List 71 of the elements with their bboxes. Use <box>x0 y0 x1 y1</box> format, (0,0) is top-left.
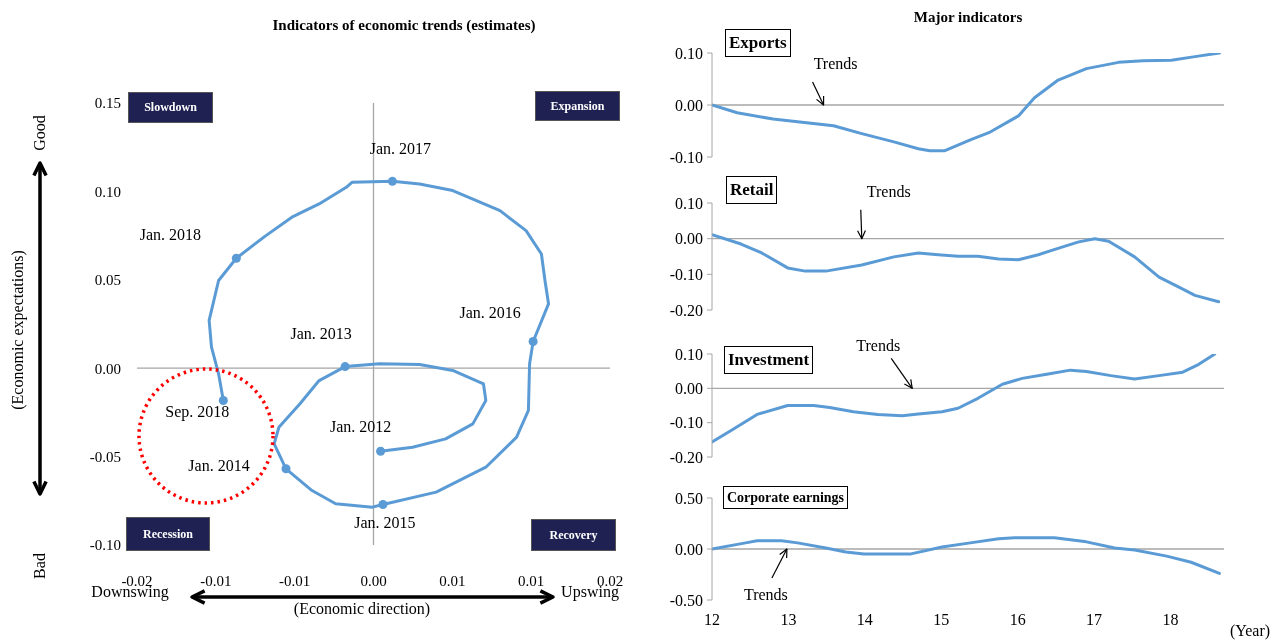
annotation: Jan. 2013 <box>290 325 352 343</box>
chart-title: Corporate earnings <box>723 486 849 509</box>
x-tick-label: 13 <box>780 611 797 629</box>
point <box>387 176 397 186</box>
x-tick-label: 18 <box>1162 611 1179 629</box>
chart-title: Indicators of economic trends (estimates) <box>272 16 536 34</box>
annotation: Jan. 2014 <box>188 457 250 475</box>
y-axis-title: (Economic expectations) <box>9 250 27 410</box>
line-series <box>712 233 1221 304</box>
chart-subtitle: Exports <box>725 29 791 57</box>
annotation: Jan. 2017 <box>369 139 432 157</box>
y-tick-label: 0.00 <box>94 360 121 377</box>
point <box>376 446 386 456</box>
annotation: Trends <box>743 585 788 603</box>
annotation: Jan. 2016 <box>459 304 521 321</box>
x-axis-title: (Year) <box>1229 622 1271 640</box>
annotation: Trends <box>813 54 858 72</box>
y-tick-label: -0.10 <box>669 414 703 432</box>
x-tick-label: -0.01 <box>279 572 311 589</box>
y-tick-label: -0.10 <box>669 266 703 284</box>
annotation: Expansion <box>535 91 620 121</box>
y-tick-label: 0.10 <box>675 345 703 363</box>
line-series <box>712 53 1221 153</box>
annotation: Jan. 2012 <box>329 417 392 435</box>
point <box>231 253 241 263</box>
text: Good <box>31 115 49 151</box>
y-tick-label: -0.05 <box>89 448 121 465</box>
y-tick-label: 0.05 <box>94 272 121 289</box>
y-tick-label: -0.50 <box>669 591 703 609</box>
annotation: Recovery <box>531 519 616 551</box>
y-tick-label: 0.00 <box>675 230 703 248</box>
y-tick-label: 0.50 <box>675 489 703 507</box>
y-tick-label: 0.00 <box>675 380 703 398</box>
point <box>218 396 228 406</box>
y-tick-label: -0.20 <box>669 301 703 319</box>
x-tick-label: 16 <box>1009 611 1026 629</box>
x-tick-label: 0.01 <box>439 572 466 589</box>
line-series <box>712 536 1221 575</box>
x-tick-label: 12 <box>704 611 720 629</box>
x-tick-label: 0.00 <box>360 572 387 589</box>
annotation: Jan. 2018 <box>139 225 201 243</box>
annotation: Recession <box>126 517 210 551</box>
point <box>340 362 350 372</box>
annotation: Trends <box>856 336 901 354</box>
text: Bad <box>31 553 49 579</box>
y-tick-label: 0.10 <box>675 44 703 62</box>
x-tick-label: -0.01 <box>200 572 232 589</box>
y-tick-label: 0.00 <box>675 96 703 114</box>
chart-title: Investment <box>724 346 814 374</box>
point <box>378 500 388 510</box>
chart-title: Major indicators <box>913 8 1023 26</box>
y-tick-label: 0.10 <box>675 194 703 212</box>
x-axis-title: (Economic direction) <box>293 600 431 618</box>
x-tick-label: 14 <box>856 611 873 629</box>
y-tick-label: -0.10 <box>89 537 121 554</box>
annotation: Jan. 2015 <box>354 514 416 532</box>
x-tick-label: 17 <box>1086 611 1103 629</box>
y-tick-label: -0.10 <box>669 148 703 166</box>
y-tick-label: -0.20 <box>669 448 703 466</box>
annotation: Slowdown <box>128 92 213 123</box>
annotation: Sep. 2018 <box>165 403 230 422</box>
x-tick-label: 15 <box>933 611 950 629</box>
y-tick-label: 0.00 <box>675 540 703 558</box>
y-tick-label: 0.10 <box>94 183 121 200</box>
y-tick-label: 0.15 <box>94 95 121 112</box>
chart-title: Retail <box>726 176 778 204</box>
annotation: Trends <box>866 183 911 201</box>
x-tick-label: 0.01 <box>518 572 545 589</box>
point <box>528 337 538 347</box>
point <box>281 464 291 474</box>
line-series <box>712 354 1217 444</box>
